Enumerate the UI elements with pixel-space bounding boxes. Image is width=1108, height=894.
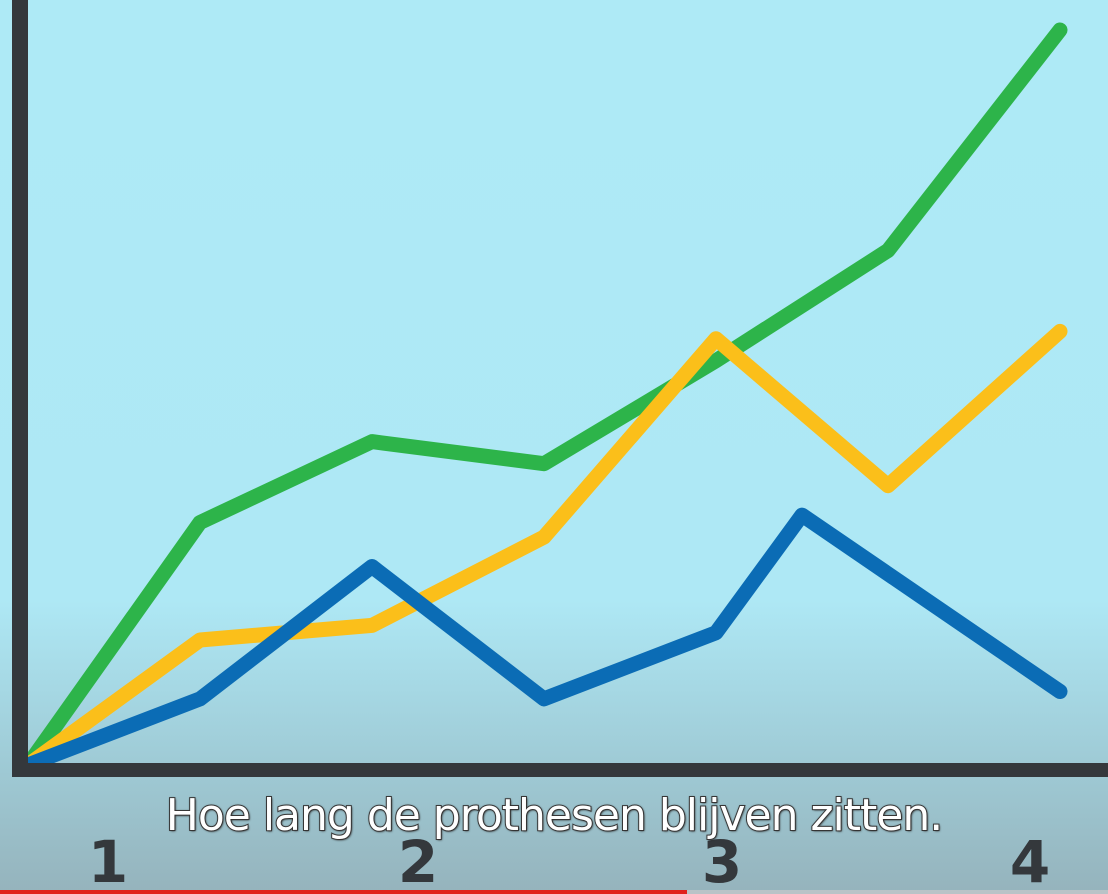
series-line-yellow <box>20 323 1068 773</box>
x-tick-label: 3 <box>702 828 742 894</box>
x-tick-label: 4 <box>1010 828 1050 894</box>
x-tick-labels: 1 2 3 4 <box>88 828 1050 894</box>
x-tick-label: 1 <box>88 828 128 894</box>
series-line-green <box>20 22 1068 773</box>
video-progress-fill <box>0 890 687 894</box>
video-progress-bar[interactable] <box>0 890 1108 894</box>
series-layer <box>20 22 1068 773</box>
subtitle-caption: Hoe lang de prothesen blijven zitten. <box>165 789 944 842</box>
series-line-blue <box>20 507 1068 773</box>
x-tick-label: 2 <box>398 828 438 894</box>
